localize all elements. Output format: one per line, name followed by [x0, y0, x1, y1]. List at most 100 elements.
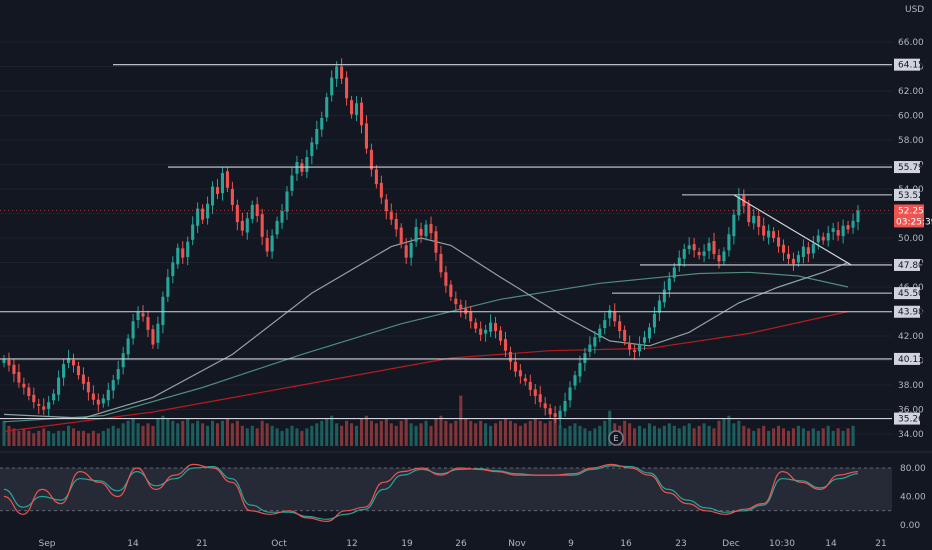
candle-body [444, 272, 448, 286]
candle-body [374, 169, 378, 185]
volume-bar [260, 420, 264, 446]
volume-bar [210, 420, 215, 446]
candle [702, 244, 706, 263]
candle [210, 181, 215, 214]
candle-body [528, 381, 532, 390]
candle [548, 403, 552, 419]
candle [350, 95, 354, 119]
volume-bar [752, 430, 756, 446]
volume-bar [181, 420, 185, 446]
time-tick-label: Nov [508, 539, 526, 549]
candle [484, 324, 488, 342]
volume-bar [563, 428, 567, 446]
trend-lines [733, 194, 852, 266]
candle-body [846, 225, 850, 230]
candle [593, 330, 597, 354]
candle-body [315, 128, 319, 145]
candle-body [384, 199, 388, 212]
candle-body [801, 246, 805, 257]
candle-body [166, 277, 170, 297]
volume-bar [225, 418, 229, 446]
volume-bar [464, 418, 468, 446]
time-tick-label: 10:30 [769, 539, 795, 549]
candle-body [27, 387, 31, 397]
volume-bar [62, 430, 66, 446]
candle [479, 321, 483, 342]
candle [201, 204, 205, 224]
volume-bar [340, 425, 344, 446]
price-axis[interactable]: 34.0036.0038.0040.0042.0044.0046.0048.00… [894, 38, 932, 531]
volume-bar [727, 415, 731, 446]
volume-bar [131, 418, 135, 446]
candle-body [295, 162, 299, 174]
volume-bar [96, 433, 100, 446]
candle [220, 166, 225, 201]
candle-body [498, 330, 503, 341]
candle-body [96, 399, 100, 405]
volume-bar [389, 423, 393, 446]
candle-body [67, 358, 71, 363]
candle-body [161, 296, 165, 325]
candle [280, 203, 284, 229]
candle-body [240, 220, 244, 231]
candle-body [573, 375, 577, 386]
candle-body [394, 219, 398, 230]
time-axis[interactable]: Sep 14 21 Oct 12 19 26 Nov 9 16 23 Dec 10:30 14 21 [39, 539, 887, 549]
candle [573, 370, 577, 390]
candle [17, 363, 21, 388]
candle [762, 217, 766, 241]
candle [588, 336, 592, 358]
candle [414, 218, 418, 247]
candle-body [335, 66, 339, 79]
volume-bar [588, 430, 592, 446]
candle-body [111, 380, 115, 391]
candle [325, 92, 329, 122]
volume-bar [7, 425, 11, 446]
candle-body [37, 403, 41, 406]
candle [464, 300, 468, 320]
time-tick-label: Dec [722, 539, 739, 549]
candle-body [32, 394, 36, 403]
candle [206, 196, 210, 225]
volume-bar [662, 425, 666, 446]
earnings-marker[interactable]: E [608, 430, 624, 446]
candle-body [647, 327, 652, 339]
candle [528, 374, 532, 397]
candle [265, 229, 269, 257]
candle [57, 370, 61, 402]
volume-bar [449, 423, 453, 446]
candle [86, 376, 90, 401]
moving-averages [3, 237, 849, 433]
volume-bar [851, 425, 855, 446]
candle-body [474, 322, 478, 329]
volume-bar [806, 430, 810, 446]
volume-bar [141, 425, 145, 446]
candle-body [508, 351, 512, 362]
last-price-tag [894, 204, 924, 228]
level-tag [894, 58, 920, 71]
candle-body [821, 236, 825, 241]
volume-bar [285, 428, 289, 446]
candle-body [354, 103, 359, 115]
candle [538, 385, 542, 408]
volume-bar [489, 425, 493, 446]
volume-bar [732, 423, 736, 446]
volume-bar [191, 423, 195, 446]
candle [151, 324, 155, 349]
candle [310, 137, 314, 165]
level-tag [894, 305, 920, 318]
candle-body [364, 123, 368, 149]
volume-bar [275, 428, 279, 446]
candle [657, 295, 661, 321]
candle [374, 165, 378, 189]
volume-bar [484, 423, 488, 446]
candle [454, 291, 458, 311]
volume-bar [598, 425, 602, 446]
candle-body [57, 377, 61, 395]
candle-body [379, 182, 383, 198]
volume-bar [201, 423, 205, 446]
candle [335, 61, 339, 87]
level-tag-label: 45.50 [898, 289, 924, 299]
candle [230, 181, 234, 212]
